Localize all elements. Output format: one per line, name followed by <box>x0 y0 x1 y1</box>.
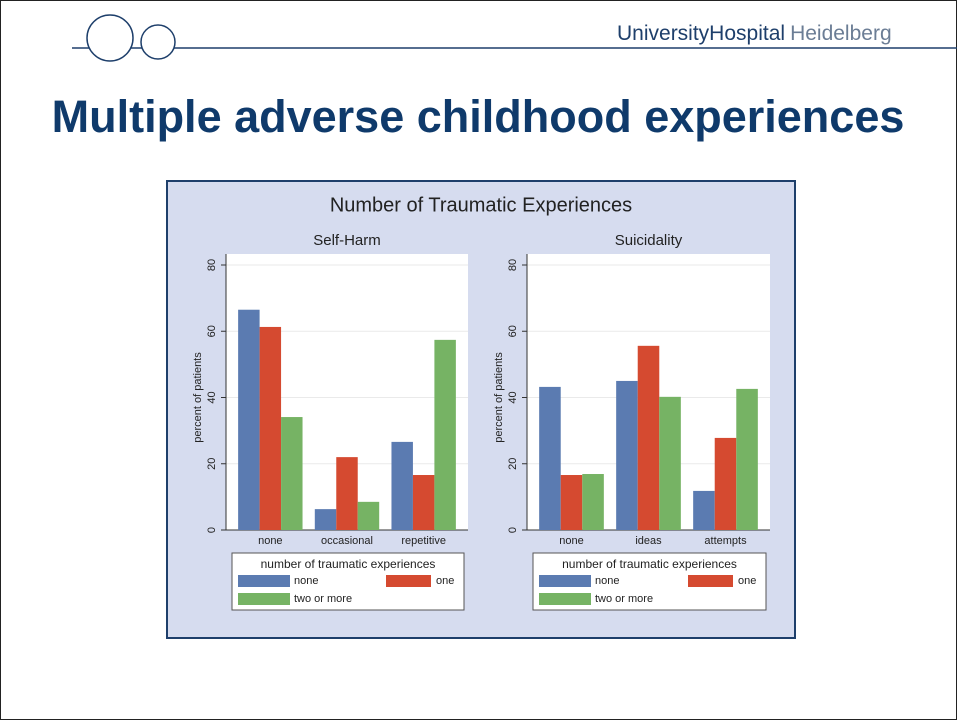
bar <box>259 326 282 530</box>
y-tick-label: 0 <box>206 527 218 533</box>
x-tick-label: none <box>559 535 583 547</box>
brand-sub: Heidelberg <box>790 22 892 45</box>
brand-main: UniversityHospital <box>617 22 785 45</box>
x-tick-label: occasional <box>321 535 373 547</box>
y-tick-label: 0 <box>507 527 519 533</box>
legend-label: two or more <box>595 593 653 605</box>
y-axis-label: percent of patients <box>192 352 204 443</box>
bar <box>336 457 358 530</box>
panel-title: Suicidality <box>615 232 683 249</box>
x-tick-label: ideas <box>635 535 662 547</box>
bar <box>434 339 456 530</box>
bar <box>693 490 715 530</box>
legend-title: number of traumatic experiences <box>261 557 436 571</box>
legend-swatch <box>688 575 733 587</box>
bar <box>281 417 303 530</box>
bar <box>736 388 758 530</box>
y-tick-label: 40 <box>206 391 218 403</box>
y-tick-label: 60 <box>507 325 519 337</box>
y-tick-label: 60 <box>206 325 218 337</box>
bar <box>659 396 681 530</box>
legend-swatch <box>386 575 431 587</box>
bar <box>560 475 583 530</box>
legend-swatch <box>539 575 591 587</box>
figure-title: Number of Traumatic Experiences <box>330 194 632 216</box>
y-tick-label: 40 <box>507 391 519 403</box>
legend-title: number of traumatic experiences <box>562 557 737 571</box>
bar <box>238 309 260 530</box>
y-axis-label: percent of patients <box>493 352 505 443</box>
slide-title: Multiple adverse childhood experiences <box>52 91 905 142</box>
bar <box>357 501 380 530</box>
legend-swatch <box>238 593 290 605</box>
bar <box>637 345 660 530</box>
y-tick-label: 20 <box>507 458 519 470</box>
x-tick-label: attempts <box>704 535 747 547</box>
y-tick-label: 80 <box>507 259 519 271</box>
legend-label: none <box>294 575 318 587</box>
panel-title: Self-Harm <box>313 232 381 249</box>
legend-label: none <box>595 575 619 587</box>
bar <box>539 386 561 530</box>
legend-swatch <box>238 575 290 587</box>
bar <box>314 509 337 530</box>
logo-circle <box>86 14 134 62</box>
x-tick-label: repetitive <box>401 535 446 547</box>
bar <box>412 475 435 530</box>
y-tick-label: 80 <box>206 259 218 271</box>
legend-label: one <box>738 575 756 587</box>
legend-swatch <box>539 593 591 605</box>
y-tick-label: 20 <box>206 458 218 470</box>
legend-label: two or more <box>294 593 352 605</box>
x-tick-label: none <box>258 535 282 547</box>
bar <box>582 474 604 530</box>
bar <box>616 380 638 530</box>
logo-circle <box>140 24 176 60</box>
bar <box>391 441 413 530</box>
bar <box>714 437 737 530</box>
legend-label: one <box>436 575 454 587</box>
brand: UniversityHospital Heidelberg <box>617 22 892 45</box>
